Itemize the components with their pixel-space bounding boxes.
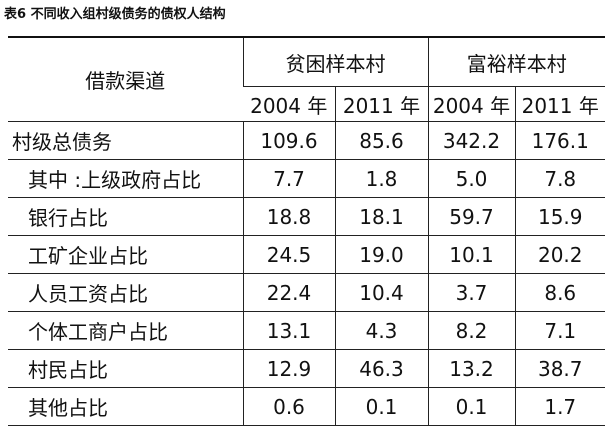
row-label: 个体工商户占比 xyxy=(8,311,243,350)
table-row: 村级总债务 109.6 85.6 342.2 176.1 xyxy=(8,121,605,160)
cell: 15.9 xyxy=(514,197,605,236)
year-header: 2004 年 xyxy=(427,86,515,122)
cell: 7.8 xyxy=(514,159,605,198)
cell: 342.2 xyxy=(427,121,515,160)
cell: 8.2 xyxy=(427,311,515,350)
row-label: 银行占比 xyxy=(8,197,243,236)
table-row: 其他占比 0.6 0.1 0.1 1.7 xyxy=(8,387,605,426)
cell: 3.7 xyxy=(427,273,515,312)
table-row: 工矿企业占比 24.5 19.0 10.1 20.2 xyxy=(8,235,605,274)
cell: 1.8 xyxy=(334,159,428,198)
table-header: 借款渠道 贫困样本村 富裕样本村 2004 年 2011 年 2004 年 2011 … xyxy=(8,36,605,122)
header-row: 借款渠道 贫困样本村 富裕样本村 xyxy=(8,36,605,122)
cell: 8.6 xyxy=(514,273,605,312)
cell: 10.4 xyxy=(334,273,428,312)
cell: 22.4 xyxy=(242,273,335,312)
cell: 0.6 xyxy=(242,387,335,426)
year-header: 2004 年 xyxy=(243,86,335,122)
header-row: 2004 年 2011 年 2004 年 2011 年 xyxy=(8,86,605,122)
table-row: 其中 :上级政府占比 7.7 1.8 5.0 7.8 xyxy=(8,159,605,198)
cell: 12.9 xyxy=(242,349,335,388)
table-title: 表6 不同收入组村级债务的债权人结构 xyxy=(4,7,226,22)
cell: 176.1 xyxy=(514,121,605,160)
cell: 109.6 xyxy=(242,121,335,160)
cell: 18.1 xyxy=(334,197,428,236)
cell: 13.2 xyxy=(427,349,515,388)
row-label: 村级总债务 xyxy=(8,121,243,160)
cell: 59.7 xyxy=(427,197,515,236)
cell: 18.8 xyxy=(242,197,335,236)
cell: 0.1 xyxy=(334,387,428,426)
row-label: 村民占比 xyxy=(8,349,243,388)
table: 借款渠道 贫困样本村 富裕样本村 2004 年 2011 年 2004 年 2011 … xyxy=(8,36,605,426)
cell: 19.0 xyxy=(334,235,428,274)
row-label: 人员工资占比 xyxy=(8,273,243,312)
row-label: 其中 :上级政府占比 xyxy=(8,159,243,198)
table-body: 村级总债务 109.6 85.6 342.2 176.1 其中 :上级政府占比 7.7 1.8… xyxy=(8,121,605,426)
cell: 7.1 xyxy=(514,311,605,350)
row-label: 其他占比 xyxy=(8,387,243,426)
cell: 13.1 xyxy=(242,311,335,350)
cell: 20.2 xyxy=(514,235,605,274)
cell: 5.0 xyxy=(427,159,515,198)
cell: 46.3 xyxy=(334,349,428,388)
table-row: 村民占比 12.9 46.3 13.2 38.7 xyxy=(8,349,605,388)
table-row: 银行占比 18.8 18.1 59.7 15.9 xyxy=(8,197,605,236)
header-label: 借款渠道 xyxy=(8,36,243,122)
cell: 7.7 xyxy=(242,159,335,198)
group-header: 贫困样本村 xyxy=(242,36,428,87)
cell: 4.3 xyxy=(334,311,428,350)
group-header: 富裕样本村 xyxy=(427,36,605,87)
cell: 85.6 xyxy=(334,121,428,160)
table-row: 人员工资占比 22.4 10.4 3.7 8.6 xyxy=(8,273,605,312)
cell: 1.7 xyxy=(514,387,605,426)
cell: 0.1 xyxy=(427,387,515,426)
table-row: 个体工商户占比 13.1 4.3 8.2 7.1 xyxy=(8,311,605,350)
cell: 38.7 xyxy=(514,349,605,388)
cell: 10.1 xyxy=(427,235,515,274)
year-header: 2011 年 xyxy=(514,86,605,122)
year-header: 2011 年 xyxy=(334,86,428,122)
row-label: 工矿企业占比 xyxy=(8,235,243,274)
cell: 24.5 xyxy=(242,235,335,274)
